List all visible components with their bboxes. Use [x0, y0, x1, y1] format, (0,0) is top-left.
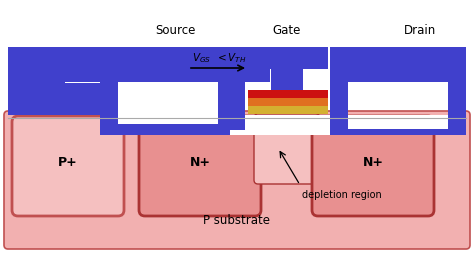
Bar: [100, 47, 118, 108]
Bar: [65, 47, 265, 80]
Bar: [100, 108, 245, 130]
Text: P+: P+: [58, 155, 78, 168]
FancyBboxPatch shape: [4, 111, 470, 249]
Bar: [230, 115, 375, 135]
FancyBboxPatch shape: [312, 116, 434, 216]
Bar: [118, 108, 218, 124]
Bar: [271, 60, 303, 90]
Bar: [8, 47, 65, 83]
FancyBboxPatch shape: [139, 116, 261, 216]
Bar: [330, 47, 466, 82]
Bar: [448, 60, 466, 115]
Bar: [100, 115, 245, 135]
Bar: [65, 47, 270, 82]
Bar: [248, 90, 328, 98]
Bar: [258, 115, 358, 129]
FancyBboxPatch shape: [254, 114, 320, 184]
Bar: [330, 60, 348, 115]
Text: $V_{GS}$: $V_{GS}$: [192, 51, 211, 65]
Bar: [8, 47, 65, 90]
Text: N+: N+: [363, 155, 383, 168]
Bar: [218, 61, 245, 110]
Text: Gate: Gate: [273, 24, 301, 37]
Text: depletion region: depletion region: [302, 190, 382, 200]
Text: N+: N+: [190, 155, 210, 168]
Text: P substrate: P substrate: [203, 214, 271, 227]
Bar: [330, 115, 466, 135]
Text: Source: Source: [155, 24, 195, 37]
Bar: [230, 115, 375, 135]
FancyBboxPatch shape: [12, 116, 124, 216]
Bar: [8, 83, 118, 108]
Bar: [248, 98, 328, 106]
Bar: [8, 90, 118, 115]
Bar: [248, 106, 328, 114]
Text: $< V_{TH}$: $< V_{TH}$: [215, 51, 246, 65]
Bar: [218, 60, 245, 115]
Bar: [100, 60, 118, 115]
Bar: [348, 115, 448, 129]
Bar: [118, 115, 218, 129]
Bar: [248, 47, 328, 69]
Text: Drain: Drain: [404, 24, 436, 37]
